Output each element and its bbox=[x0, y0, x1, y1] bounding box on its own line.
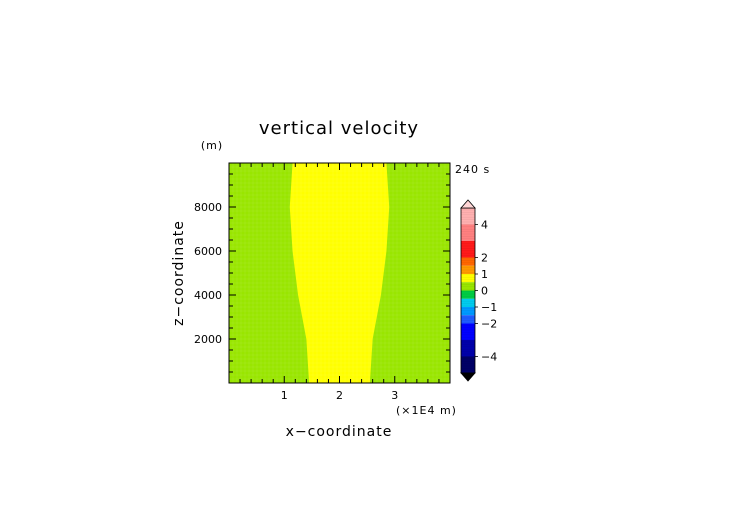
colorbar-band bbox=[461, 323, 475, 340]
positive-velocity-region bbox=[289, 163, 390, 383]
colorbar-band bbox=[461, 315, 475, 324]
colorbar-band bbox=[461, 282, 475, 291]
y-units-label: (m) bbox=[201, 139, 223, 152]
chart-title: vertical velocity bbox=[259, 118, 419, 139]
colorbar-band bbox=[461, 208, 475, 225]
x-axis: 1 2 3 bbox=[239, 163, 440, 402]
time-label: 240 s bbox=[455, 163, 490, 176]
y-tick-label: 6000 bbox=[194, 245, 222, 258]
y-axis-label: z−coordinate bbox=[171, 220, 187, 326]
colorbar-tick-label: −4 bbox=[481, 351, 497, 364]
colorbar-tick-label: −1 bbox=[481, 301, 497, 314]
colorbar-tick-label: 2 bbox=[481, 252, 488, 265]
colorbar-top-arrow bbox=[460, 199, 476, 209]
colorbar-bottom-arrow bbox=[460, 372, 476, 382]
colorbar-band bbox=[461, 224, 475, 241]
colorbar-band bbox=[461, 257, 475, 266]
colorbar-tick-label: −2 bbox=[481, 318, 497, 331]
x-tick-label: 2 bbox=[336, 389, 343, 402]
y-axis: 2000 4000 6000 8000 bbox=[194, 173, 450, 373]
x-tick-label: 3 bbox=[391, 389, 398, 402]
y-tick-label: 4000 bbox=[194, 289, 222, 302]
colorbar-band bbox=[461, 340, 475, 357]
colorbar-band bbox=[461, 298, 475, 307]
x-axis-label: x−coordinate bbox=[286, 424, 393, 440]
x-units-label: (×1E4 m) bbox=[396, 404, 457, 417]
colorbar: 4 2 1 0 −1 −2 −4 bbox=[460, 199, 497, 382]
colorbar-band bbox=[461, 241, 475, 258]
colorbar-band bbox=[461, 356, 475, 373]
colorbar-band bbox=[461, 307, 475, 316]
colorbar-tick-label: 4 bbox=[481, 219, 488, 232]
x-tick-label: 1 bbox=[281, 389, 288, 402]
y-tick-label: 2000 bbox=[194, 333, 222, 346]
plot-area bbox=[228, 162, 451, 384]
colorbar-tick-label: 1 bbox=[481, 268, 488, 281]
y-tick-label: 8000 bbox=[194, 201, 222, 214]
colorbar-band bbox=[461, 265, 475, 274]
colorbar-tick-label: 0 bbox=[481, 285, 488, 298]
colorbar-band bbox=[461, 274, 475, 283]
colorbar-band bbox=[461, 290, 475, 299]
